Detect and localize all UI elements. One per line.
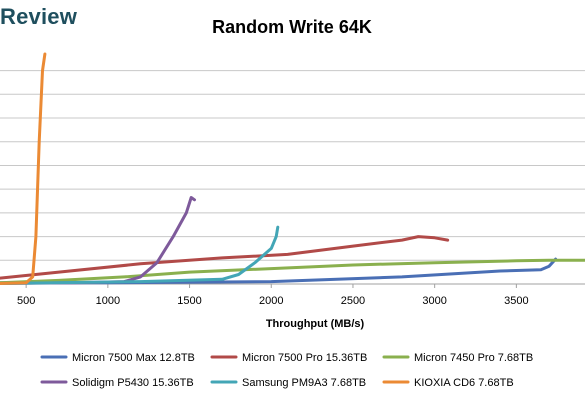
x-tick-label: 2000	[259, 295, 283, 307]
x-tick-label: 2500	[341, 295, 365, 307]
x-tick-label: 3500	[504, 295, 528, 307]
legend-label: Micron 7500 Pro 15.36TB	[242, 352, 367, 364]
x-tick-label: 1500	[177, 295, 201, 307]
x-tick-label: 1000	[96, 295, 120, 307]
x-axis-title: Throughput (MB/s)	[266, 318, 365, 330]
legend-label: Samsung PM9A3 7.68TB	[242, 377, 366, 389]
legend-label: Micron 7450 Pro 7.68TB	[414, 352, 533, 364]
legend-label: Solidigm P5430 15.36TB	[72, 377, 194, 389]
legend-label: KIOXIA CD6 7.68TB	[414, 377, 514, 389]
x-tick-label: 500	[17, 295, 35, 307]
legend-label: Micron 7500 Max 12.8TB	[72, 352, 195, 364]
chart-title: Random Write 64K	[212, 17, 372, 37]
series-line-5	[0, 225, 280, 285]
series-line-2	[0, 235, 450, 280]
series-line-6	[0, 52, 47, 285]
series-line-3	[0, 258, 585, 285]
series-line-4	[0, 196, 196, 285]
x-tick-label: 3000	[422, 295, 446, 307]
brand-logo-text: Review	[0, 4, 78, 29]
